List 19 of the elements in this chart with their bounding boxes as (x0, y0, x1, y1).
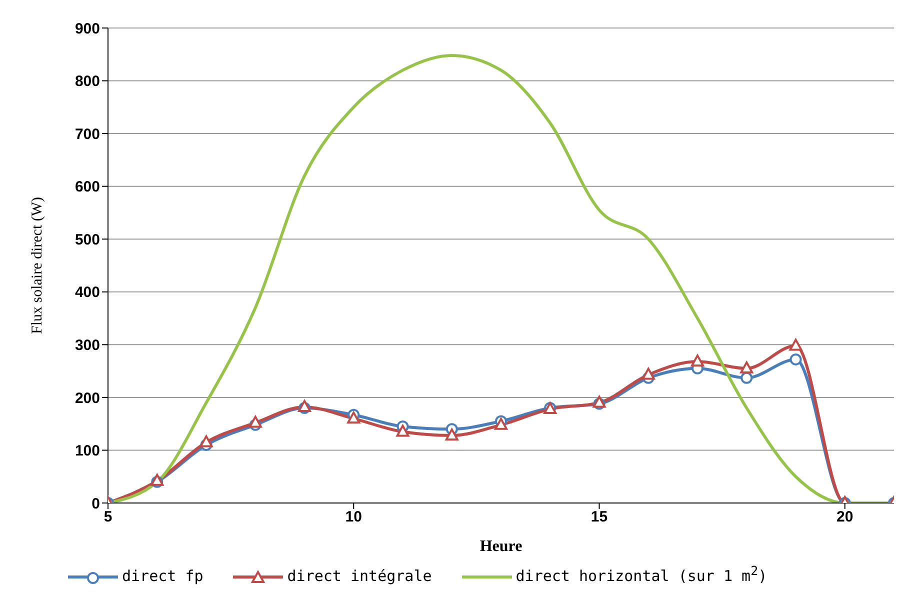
y-tick-label: 200 (74, 390, 100, 407)
y-tick-label: 800 (74, 73, 100, 90)
x-tick-label: 15 (590, 508, 608, 526)
x-tick-label: 10 (345, 508, 362, 526)
legend-label: direct horizontal (sur 1 m$^{2}$) (514, 563, 768, 585)
y-tick-label: 400 (74, 284, 100, 302)
y-tick-label: 700 (74, 126, 100, 143)
legend-label: direct fp (121, 567, 204, 585)
y-tick-label: 500 (74, 231, 100, 248)
y-tick-label: 300 (74, 336, 100, 354)
y-tick-label: 100 (74, 442, 100, 460)
legend-label: direct intégrale (286, 567, 432, 585)
y-tick-label: 600 (74, 178, 100, 196)
y-tick-label: 0 (92, 495, 100, 512)
y-axis-title: Flux solaire direct (W) (29, 196, 46, 334)
x-tick-label: 20 (836, 508, 854, 526)
y-tick-label: 900 (74, 20, 100, 38)
x-axis-title: Heure (480, 538, 522, 555)
x-tick-label: 5 (104, 508, 112, 526)
